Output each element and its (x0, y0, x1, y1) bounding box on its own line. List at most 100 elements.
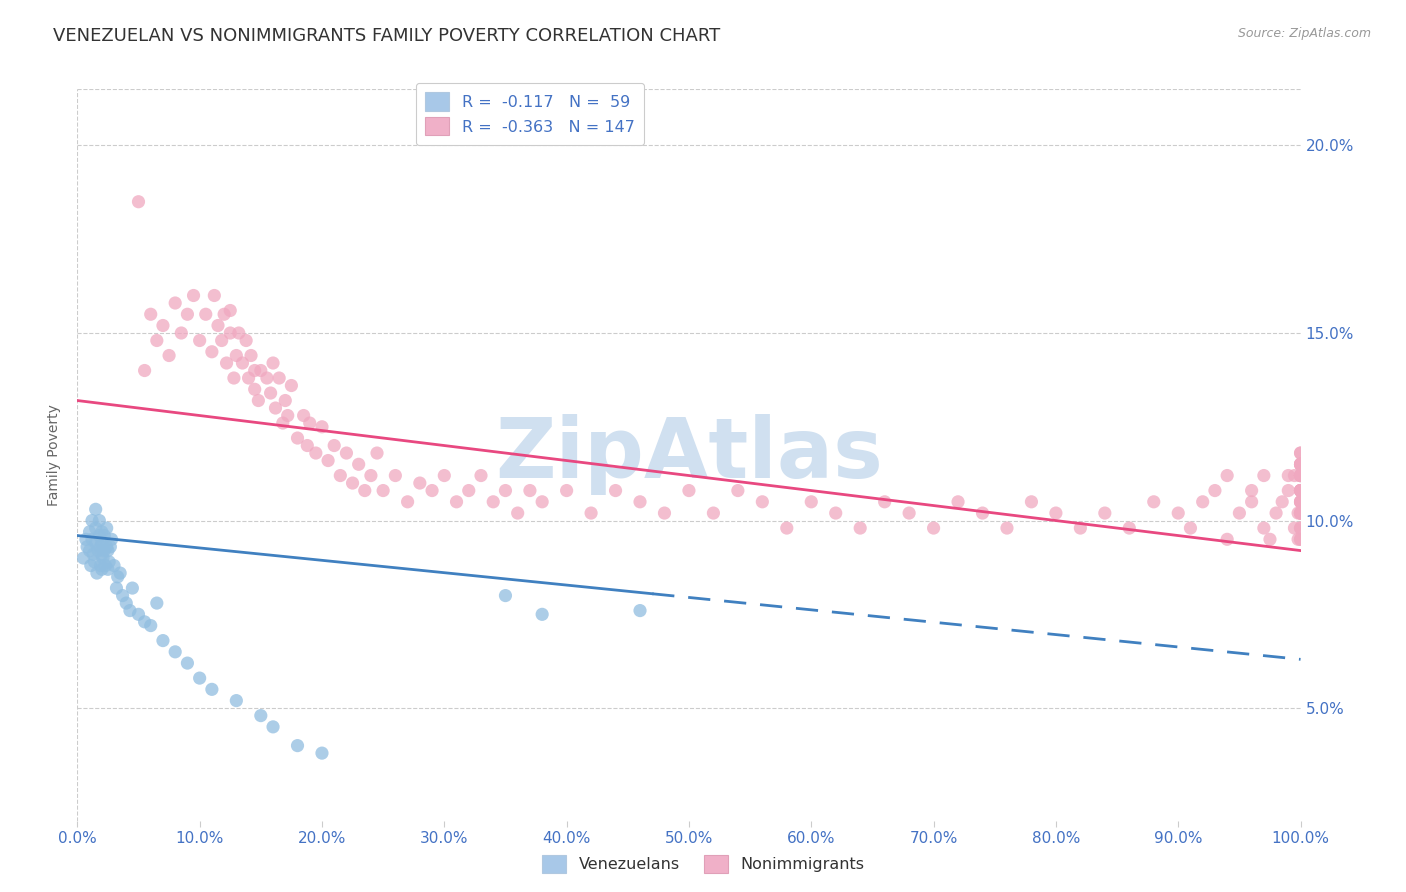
Point (1240, 483, 1263, 498)
Point (1289, 533, 1312, 547)
Point (194, 307, 217, 321)
Point (108, 566, 131, 580)
Point (201, 344, 224, 359)
Point (84, 536, 107, 550)
Point (972, 506, 994, 520)
Point (98, 540, 121, 554)
Point (127, 607, 149, 622)
Point (1204, 483, 1226, 498)
Point (1289, 458, 1312, 472)
Point (219, 303, 242, 318)
Point (1253, 521, 1275, 535)
Point (433, 468, 456, 483)
Point (207, 318, 229, 333)
Point (75, 533, 97, 547)
Point (1289, 506, 1312, 520)
Point (250, 363, 273, 377)
Point (211, 334, 233, 348)
Point (1167, 506, 1189, 520)
Point (139, 307, 162, 321)
Point (360, 468, 382, 483)
Point (96, 540, 118, 554)
Point (446, 495, 468, 509)
Point (1289, 495, 1312, 509)
Point (287, 431, 309, 445)
Point (269, 371, 291, 385)
Point (222, 371, 245, 385)
Text: VENEZUELAN VS NONIMMIGRANTS FAMILY POVERTY CORRELATION CHART: VENEZUELAN VS NONIMMIGRANTS FAMILY POVER… (53, 27, 721, 45)
Point (82, 547, 104, 561)
Point (157, 349, 180, 363)
Point (1289, 468, 1312, 483)
Point (482, 495, 505, 509)
Point (215, 356, 238, 370)
Point (1253, 468, 1275, 483)
Point (1271, 495, 1294, 509)
Point (111, 589, 134, 603)
Point (1289, 495, 1312, 509)
Point (264, 401, 287, 415)
Point (898, 506, 921, 520)
Point (152, 633, 174, 648)
Point (80, 514, 103, 528)
Point (243, 363, 266, 377)
Point (1289, 468, 1312, 483)
Point (238, 371, 260, 385)
Point (1289, 468, 1312, 483)
Text: Source: ZipAtlas.com: Source: ZipAtlas.com (1237, 27, 1371, 40)
Point (97, 543, 120, 558)
Point (1289, 468, 1312, 483)
Point (555, 483, 578, 498)
Point (170, 326, 193, 340)
Point (297, 438, 319, 452)
Point (335, 446, 357, 460)
Point (347, 458, 370, 472)
Point (225, 349, 247, 363)
Point (409, 476, 432, 491)
Point (134, 615, 156, 629)
Point (79, 524, 101, 539)
Point (146, 334, 169, 348)
Point (1216, 533, 1239, 547)
Point (384, 468, 406, 483)
Point (849, 521, 872, 535)
Point (176, 656, 198, 670)
Point (1289, 458, 1312, 472)
Point (1289, 458, 1312, 472)
Point (342, 476, 364, 491)
Point (72, 551, 94, 566)
Point (1265, 506, 1288, 520)
Point (1289, 495, 1312, 509)
Point (79, 543, 101, 558)
Point (1289, 521, 1312, 535)
Point (292, 409, 315, 423)
Point (1289, 521, 1312, 535)
Point (366, 446, 388, 460)
Point (420, 483, 443, 498)
Point (90, 524, 112, 539)
Point (1284, 521, 1306, 535)
Point (240, 349, 263, 363)
Point (727, 483, 749, 498)
Point (1021, 495, 1043, 509)
Point (995, 521, 1018, 535)
Point (100, 533, 122, 547)
Point (90, 558, 112, 573)
Point (800, 495, 823, 509)
Point (1069, 521, 1091, 535)
Point (1289, 506, 1312, 520)
Point (277, 409, 299, 423)
Point (1229, 506, 1251, 520)
Point (1289, 483, 1312, 498)
Point (235, 334, 257, 348)
Point (212, 307, 235, 321)
Point (311, 746, 333, 760)
Point (89, 528, 111, 542)
Point (506, 506, 529, 520)
Point (202, 288, 225, 302)
Point (83, 555, 105, 569)
Point (87, 543, 110, 558)
Point (495, 589, 517, 603)
Legend: Venezuelans, Nonimmigrants: Venezuelans, Nonimmigrants (536, 848, 870, 880)
Point (96, 521, 118, 535)
